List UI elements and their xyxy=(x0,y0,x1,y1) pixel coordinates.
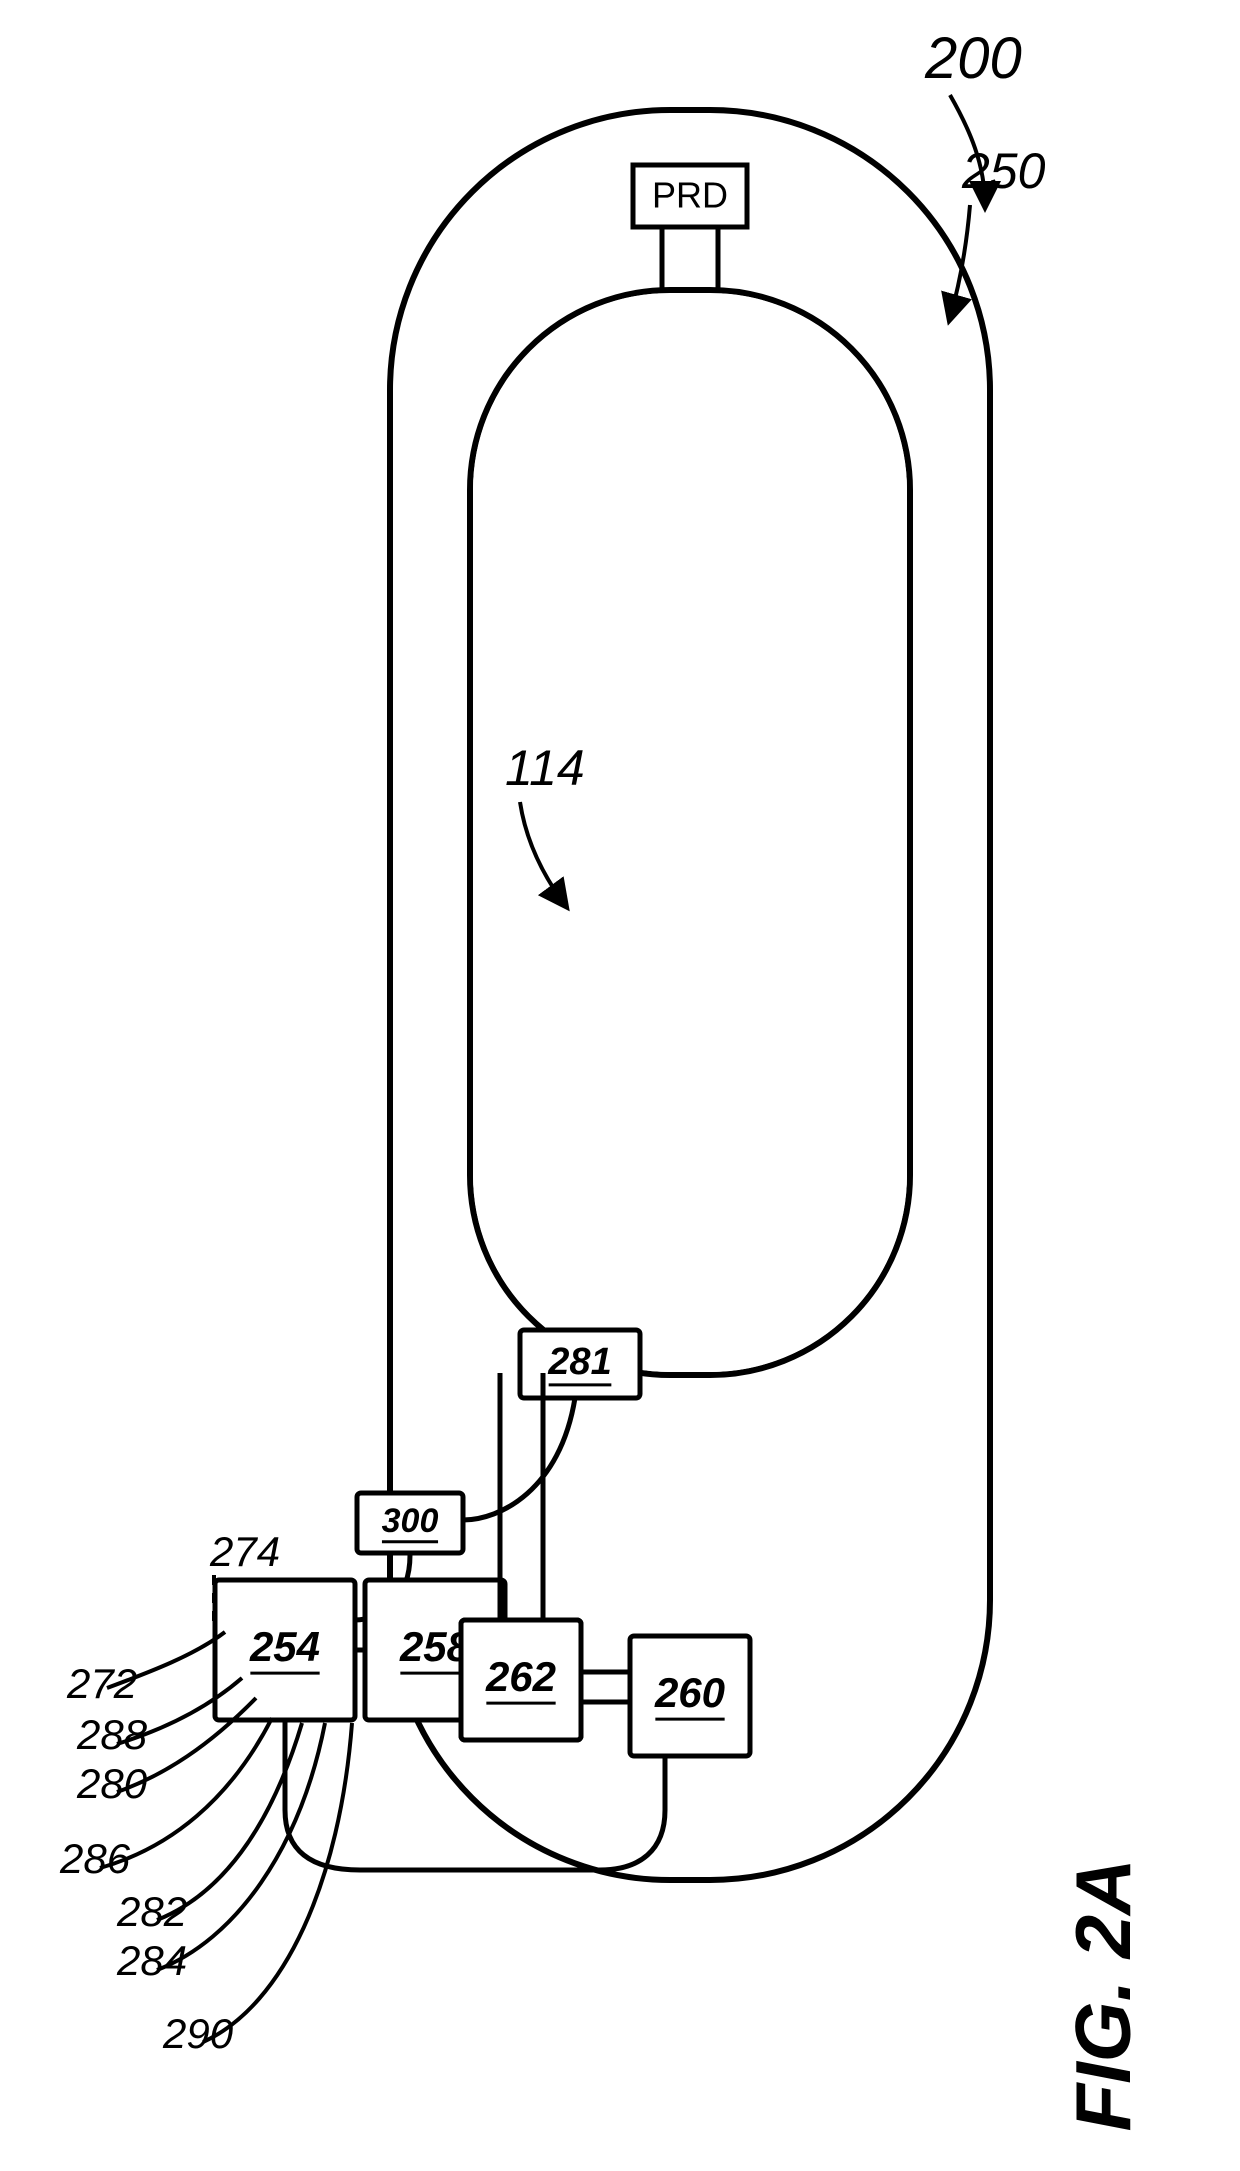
prd-label: PRD xyxy=(652,175,728,216)
ref-200: 200 xyxy=(924,26,1022,91)
box-b254-label: 254 xyxy=(249,1623,320,1670)
wire-300-281 xyxy=(463,1398,575,1520)
patent-figure: PRD2542582813002622602622002501142742722… xyxy=(0,0,1240,2171)
leader-290 xyxy=(203,1723,352,2042)
ref-284: 284 xyxy=(116,1937,187,1984)
ref-288: 288 xyxy=(76,1711,148,1758)
ref-286: 286 xyxy=(59,1835,131,1882)
box-b262-label: 262 xyxy=(485,1653,556,1700)
figure-caption: FIG. 2A xyxy=(1059,1858,1147,2131)
ref-250: 250 xyxy=(961,143,1046,199)
ref-274: 274 xyxy=(209,1528,280,1575)
ref-290: 290 xyxy=(162,2010,234,2057)
prd-boss xyxy=(662,225,718,291)
tank-fill xyxy=(473,293,907,1372)
ref-280: 280 xyxy=(76,1760,148,1807)
ref-282: 282 xyxy=(116,1888,187,1935)
box-b281-label: 281 xyxy=(547,1341,611,1383)
box-b300-label: 300 xyxy=(382,1502,439,1540)
box-b260-label: 260 xyxy=(654,1669,725,1716)
ref-114: 114 xyxy=(505,740,585,796)
ref-272: 272 xyxy=(66,1660,137,1707)
